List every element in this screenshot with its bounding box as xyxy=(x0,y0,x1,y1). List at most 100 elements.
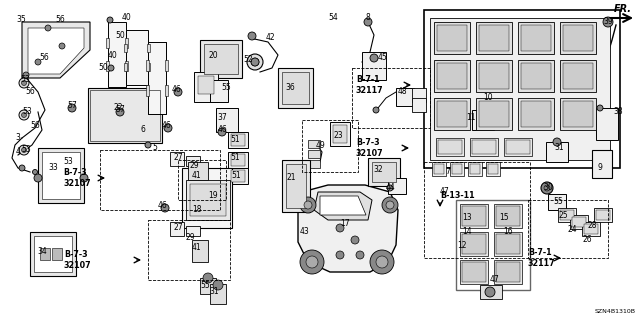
Bar xyxy=(504,138,532,156)
Bar xyxy=(434,22,470,54)
Text: 12: 12 xyxy=(457,241,467,250)
Bar xyxy=(518,22,554,54)
Bar xyxy=(34,236,72,272)
Text: 18: 18 xyxy=(192,205,202,214)
Bar xyxy=(125,61,128,71)
Text: FR.: FR. xyxy=(614,4,632,14)
Bar xyxy=(106,38,109,48)
Bar xyxy=(437,25,467,51)
Bar xyxy=(412,98,426,112)
Bar xyxy=(570,215,588,229)
Bar xyxy=(472,110,494,130)
Bar xyxy=(186,180,230,220)
Circle shape xyxy=(251,58,259,66)
Text: 40: 40 xyxy=(122,13,132,23)
Circle shape xyxy=(59,43,65,49)
Circle shape xyxy=(116,108,124,116)
Text: 10: 10 xyxy=(483,93,493,102)
Bar xyxy=(148,42,166,114)
Bar xyxy=(148,220,230,280)
Circle shape xyxy=(22,80,26,85)
Text: 36: 36 xyxy=(285,84,295,93)
Bar xyxy=(462,262,486,282)
Bar xyxy=(452,164,462,174)
Bar xyxy=(560,60,596,92)
Bar xyxy=(460,260,488,284)
Text: 55: 55 xyxy=(200,280,210,290)
Text: 41: 41 xyxy=(191,243,201,253)
Text: 37: 37 xyxy=(217,114,227,122)
Circle shape xyxy=(351,236,359,244)
Bar xyxy=(596,210,610,220)
Circle shape xyxy=(300,250,324,274)
Polygon shape xyxy=(314,192,372,220)
Circle shape xyxy=(544,185,550,191)
Bar xyxy=(496,206,520,226)
Circle shape xyxy=(108,65,114,71)
Circle shape xyxy=(19,145,29,155)
Bar xyxy=(302,120,358,172)
Bar xyxy=(462,206,486,226)
Bar xyxy=(432,162,446,176)
Circle shape xyxy=(80,174,88,182)
Circle shape xyxy=(161,204,169,212)
Text: 23: 23 xyxy=(333,130,343,139)
Circle shape xyxy=(45,25,51,31)
Circle shape xyxy=(61,161,67,165)
Text: 41: 41 xyxy=(191,170,201,180)
Circle shape xyxy=(356,251,364,259)
Bar xyxy=(88,88,162,143)
Text: 33: 33 xyxy=(48,164,58,173)
Bar xyxy=(42,152,80,199)
Bar xyxy=(584,224,598,234)
Bar xyxy=(228,132,248,148)
Text: 4: 4 xyxy=(15,147,20,157)
Text: 43: 43 xyxy=(300,227,310,236)
Text: 26: 26 xyxy=(582,235,592,244)
Text: 20: 20 xyxy=(208,50,218,60)
Bar xyxy=(186,156,200,166)
Bar xyxy=(479,25,509,51)
Text: 6: 6 xyxy=(141,125,145,135)
Text: 8: 8 xyxy=(365,13,371,23)
Bar xyxy=(470,164,480,174)
Bar xyxy=(362,52,386,80)
Circle shape xyxy=(218,128,226,136)
Text: 49: 49 xyxy=(316,140,326,150)
Bar xyxy=(476,98,512,130)
Bar xyxy=(563,63,593,89)
Bar xyxy=(521,101,551,127)
Bar xyxy=(40,248,50,260)
Polygon shape xyxy=(298,185,398,272)
Bar xyxy=(147,63,150,71)
Bar xyxy=(330,122,350,146)
Text: 53: 53 xyxy=(21,145,31,154)
Bar xyxy=(108,22,126,87)
Bar xyxy=(170,152,184,166)
Bar xyxy=(479,101,509,127)
Bar xyxy=(146,85,149,96)
Bar xyxy=(470,138,498,156)
Bar xyxy=(434,164,444,174)
Bar xyxy=(308,160,320,168)
Bar xyxy=(486,162,500,176)
Bar xyxy=(496,234,520,254)
Bar xyxy=(594,208,612,222)
Circle shape xyxy=(145,142,151,148)
Bar xyxy=(563,25,593,51)
Bar xyxy=(563,101,593,127)
Bar xyxy=(596,108,618,140)
Text: 51: 51 xyxy=(231,170,241,180)
Text: 52: 52 xyxy=(243,56,253,64)
Bar xyxy=(210,80,228,102)
Text: 27: 27 xyxy=(173,153,183,162)
Text: 29: 29 xyxy=(189,160,199,169)
Text: 25: 25 xyxy=(558,211,568,219)
Bar xyxy=(182,168,232,228)
Text: 53: 53 xyxy=(22,108,32,116)
Text: 47: 47 xyxy=(490,276,500,285)
Bar xyxy=(548,194,566,210)
Bar xyxy=(468,162,482,176)
Bar xyxy=(30,232,76,276)
Circle shape xyxy=(370,250,394,274)
